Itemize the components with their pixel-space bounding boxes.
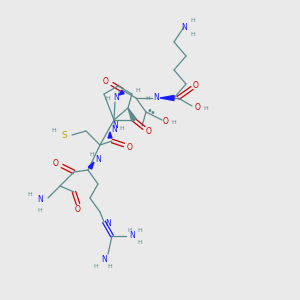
Text: H: H — [190, 32, 195, 38]
Text: H: H — [172, 119, 176, 124]
Text: H: H — [108, 263, 112, 268]
Text: N: N — [105, 220, 111, 229]
Text: •: • — [149, 108, 155, 118]
Text: H: H — [190, 17, 195, 22]
Text: O: O — [103, 76, 109, 85]
Polygon shape — [88, 162, 94, 169]
Text: H: H — [146, 95, 150, 101]
Text: O: O — [75, 206, 81, 214]
Text: H: H — [94, 263, 98, 268]
Text: H: H — [90, 152, 94, 157]
Text: •: • — [146, 106, 152, 116]
Text: N: N — [181, 22, 187, 32]
Text: N: N — [101, 256, 107, 265]
Text: H: H — [138, 227, 142, 232]
Text: S: S — [61, 130, 67, 140]
Text: N: N — [113, 94, 119, 103]
Text: O: O — [53, 158, 59, 167]
Text: H: H — [204, 106, 208, 110]
Text: N: N — [95, 155, 101, 164]
Text: O: O — [163, 118, 169, 127]
Polygon shape — [128, 108, 136, 121]
Text: N: N — [129, 232, 135, 241]
Text: N: N — [111, 124, 117, 134]
Text: H: H — [52, 128, 56, 134]
Text: H: H — [106, 95, 110, 101]
Polygon shape — [119, 90, 124, 95]
Text: H: H — [28, 191, 32, 196]
Text: H: H — [128, 227, 132, 232]
Text: H: H — [38, 208, 42, 212]
Text: O: O — [127, 142, 133, 152]
Text: N: N — [112, 122, 118, 130]
Text: H: H — [118, 91, 122, 95]
Text: H: H — [120, 127, 124, 131]
Text: O: O — [146, 128, 152, 136]
Text: H: H — [136, 88, 140, 92]
Text: O: O — [193, 80, 199, 89]
Text: O: O — [195, 103, 201, 112]
Text: N: N — [153, 94, 159, 103]
Polygon shape — [108, 132, 112, 138]
Text: H: H — [138, 239, 142, 244]
Text: N: N — [37, 196, 43, 205]
Polygon shape — [160, 95, 174, 101]
